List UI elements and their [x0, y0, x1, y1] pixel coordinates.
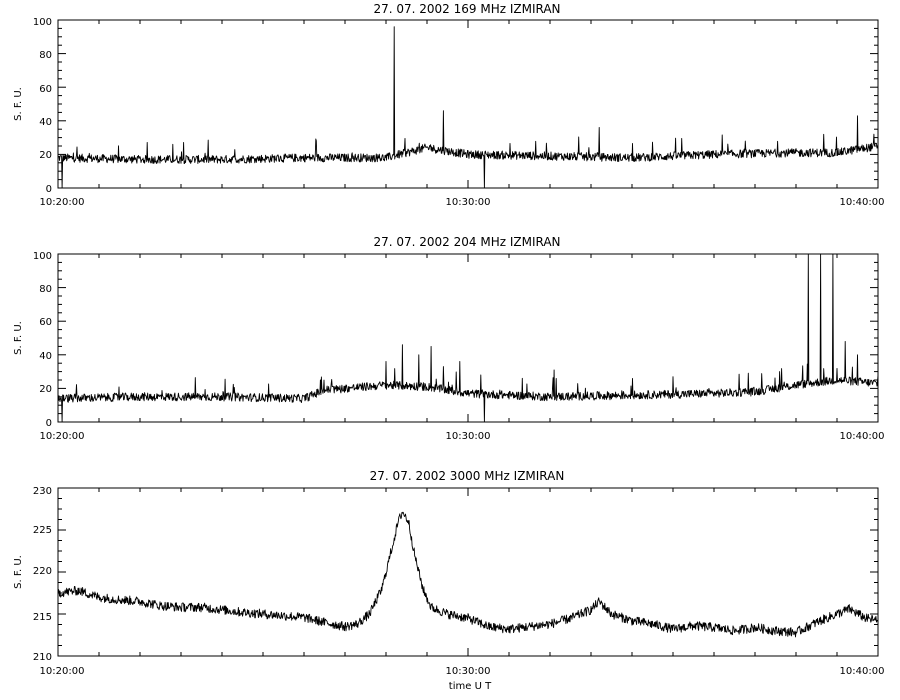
- x-tick-label: 10:30:00: [446, 197, 491, 208]
- y-tick-label: 20: [39, 384, 52, 395]
- y-tick-label: 40: [39, 351, 52, 362]
- x-tick-label: 10:20:00: [40, 197, 85, 208]
- panel-title: 27. 07. 2002 204 MHz IZMIRAN: [373, 235, 560, 249]
- y-axis-label: S. F. U.: [13, 87, 24, 121]
- y-tick-label: 60: [39, 84, 52, 95]
- x-tick-label: 10:20:00: [40, 431, 85, 442]
- y-tick-label: 210: [33, 652, 52, 663]
- y-tick-label: 0: [46, 418, 52, 429]
- x-tick-label: 10:30:00: [446, 431, 491, 442]
- panel-204mhz: 27. 07. 2002 204 MHz IZMIRAN S. F. U. 10…: [13, 235, 884, 442]
- x-axis-label: time U T: [449, 681, 492, 692]
- x-tick-label: 10:40:00: [840, 666, 885, 677]
- x-tick-label: 10:40:00: [840, 431, 885, 442]
- x-tick-label: 10:40:00: [840, 197, 885, 208]
- flux-series-line: [57, 253, 879, 423]
- x-tick-label: 10:30:00: [446, 666, 491, 677]
- flux-series-line: [57, 511, 879, 638]
- y-tick-label: 220: [33, 566, 52, 577]
- y-tick-label: 80: [39, 284, 52, 295]
- y-tick-label: 225: [33, 525, 52, 536]
- y-tick-label: 40: [39, 117, 52, 128]
- y-tick-label: 100: [33, 251, 52, 262]
- panel-title: 27. 07. 2002 169 MHz IZMIRAN: [373, 2, 560, 16]
- plot-frame: [57, 253, 879, 423]
- panel-title: 27. 07. 2002 3000 MHz IZMIRAN: [370, 469, 565, 483]
- y-axis-label: S. F. U.: [13, 555, 24, 589]
- y-tick-label: 80: [39, 50, 52, 61]
- y-tick-label: 230: [33, 486, 52, 497]
- panel-169mhz: 27. 07. 2002 169 MHz IZMIRAN S. F. U. 10…: [13, 2, 884, 208]
- y-axis-label: S. F. U.: [13, 321, 24, 355]
- y-tick-label: 20: [39, 150, 52, 161]
- y-tick-label: 100: [33, 17, 52, 28]
- y-tick-label: 60: [39, 317, 52, 328]
- y-tick-label: 0: [46, 184, 52, 195]
- flux-series-line: [57, 26, 879, 189]
- y-tick-label: 215: [33, 612, 52, 623]
- x-tick-label: 10:20:00: [40, 666, 85, 677]
- panel-3000mhz: 27. 07. 2002 3000 MHz IZMIRAN S. F. U. 1…: [13, 469, 884, 692]
